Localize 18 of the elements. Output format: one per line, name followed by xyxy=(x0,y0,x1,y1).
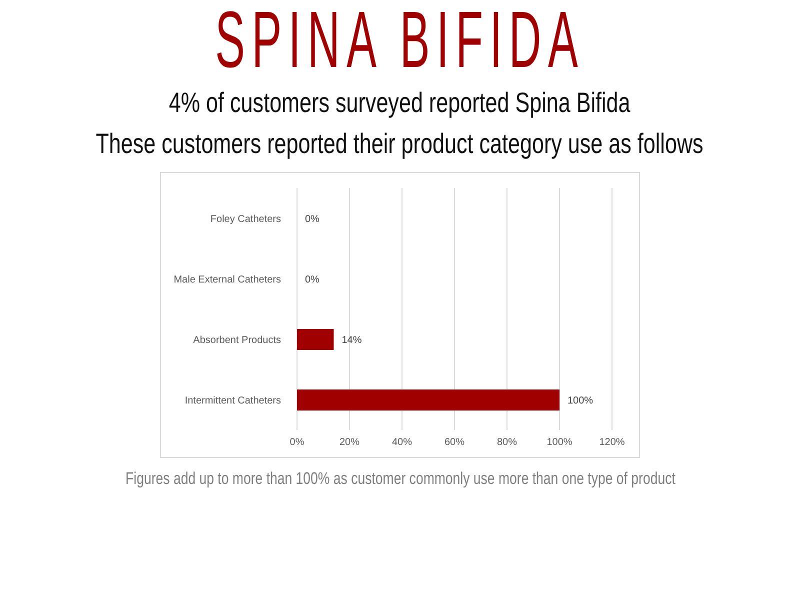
chart-title: SPINA BIFIDA xyxy=(215,0,585,84)
y-tick-label: Absorbent Products xyxy=(193,334,281,346)
data-label: 0% xyxy=(305,274,320,286)
x-tick-label: 40% xyxy=(392,437,412,448)
x-tick-label: 120% xyxy=(599,437,625,448)
y-tick-label: Foley Catheters xyxy=(210,214,281,225)
y-tick-label: Intermittent Catheters xyxy=(184,395,281,406)
data-label: 14% xyxy=(342,334,362,346)
y-tick-label: Male External Catheters xyxy=(174,274,281,286)
text: Figures add up to more than 100% as customer commonly use more than one type of product xyxy=(125,468,675,490)
x-tick-label: 100% xyxy=(546,437,572,448)
x-tick-label: 0% xyxy=(290,437,304,448)
data-label: 100% xyxy=(568,395,594,406)
x-tick-label: 20% xyxy=(339,437,360,448)
data-label: 0% xyxy=(305,214,320,225)
x-tick-label: 60% xyxy=(444,437,465,448)
chart-subtitle: 4% of customers surveyed reported Spina Bifida These customers reported their product category use as follows xyxy=(96,86,704,161)
x-tick-label: 80% xyxy=(496,437,518,448)
